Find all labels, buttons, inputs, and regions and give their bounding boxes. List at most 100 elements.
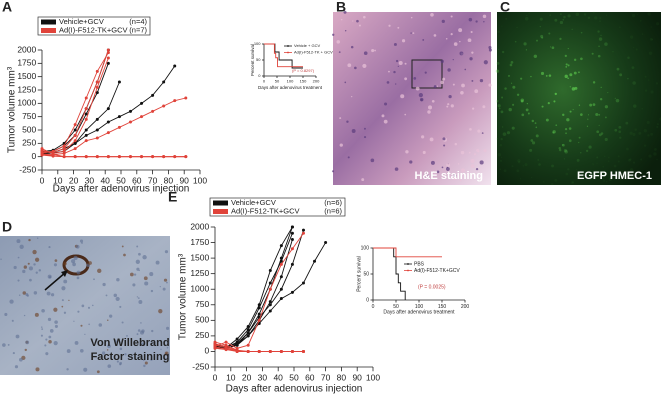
texture [400, 94, 405, 99]
y-axis-label: Percent survival [356, 256, 362, 292]
texture [68, 299, 70, 301]
point-marker [173, 99, 177, 103]
texture [97, 268, 102, 274]
legend-n: (n=4) [129, 17, 147, 26]
x-tick-label: 0 [263, 78, 266, 83]
point-marker [117, 125, 121, 129]
y-tick-label: 2000 [17, 44, 36, 54]
point-marker [290, 237, 294, 241]
texture [96, 370, 100, 374]
point-marker [95, 69, 99, 73]
point-marker [279, 259, 283, 263]
texture [593, 164, 595, 166]
texture [583, 13, 587, 16]
texture [340, 18, 343, 21]
texture [559, 20, 564, 25]
texture [9, 299, 14, 304]
texture [447, 103, 450, 106]
y-tick-label: -250 [192, 361, 209, 371]
texture [448, 95, 452, 99]
texture [19, 357, 23, 362]
legend-label: Vehicle+GCV [231, 198, 276, 207]
texture [650, 26, 652, 28]
texture [92, 304, 94, 307]
texture [533, 54, 538, 59]
x-axis-label: Days after adenovirus injection [226, 384, 363, 395]
texture [580, 57, 583, 61]
texture [541, 36, 544, 39]
texture [428, 105, 433, 110]
texture [596, 130, 600, 134]
texture [384, 102, 388, 106]
texture [412, 32, 415, 35]
texture [619, 73, 623, 77]
texture [483, 148, 487, 153]
texture [136, 267, 140, 271]
legend-label: Ad(I)-F512-TK+GCV [59, 25, 128, 34]
texture [34, 312, 39, 317]
texture [626, 147, 629, 151]
texture [598, 37, 603, 41]
texture [607, 160, 610, 162]
point-marker [73, 147, 77, 151]
point-marker [62, 149, 66, 153]
texture [495, 69, 499, 73]
texture [534, 122, 537, 125]
x-tick-label: 200 [461, 304, 470, 310]
point-marker [73, 141, 77, 145]
point-marker [246, 325, 250, 329]
point-marker [301, 231, 305, 235]
texture [598, 124, 600, 126]
texture [561, 143, 564, 146]
texture [634, 128, 637, 131]
texture [498, 107, 501, 110]
legend-box [37, 16, 151, 36]
texture [450, 15, 453, 18]
texture [500, 156, 503, 159]
x-tick-label: 50 [116, 175, 126, 185]
point-marker [279, 275, 283, 279]
texture [41, 326, 43, 328]
texture [166, 326, 170, 330]
x-axis-label: Days after adenovirus treatment [383, 309, 455, 315]
texture [429, 137, 434, 142]
texture [591, 175, 594, 178]
point-marker [106, 155, 110, 159]
texture [497, 153, 502, 157]
texture [149, 272, 154, 277]
texture [573, 58, 577, 62]
y-tick-label: 750 [195, 299, 209, 309]
texture [555, 124, 558, 127]
texture [28, 238, 31, 242]
point-marker [106, 120, 110, 124]
texture [578, 136, 581, 139]
texture [520, 98, 525, 103]
texture [144, 281, 149, 286]
texture [643, 129, 648, 133]
texture [567, 47, 569, 50]
texture [394, 167, 399, 171]
point-marker [84, 96, 88, 100]
texture [73, 255, 78, 260]
texture [531, 119, 535, 123]
texture [629, 158, 632, 161]
texture [488, 48, 492, 52]
point-marker [257, 312, 261, 316]
texture [167, 353, 169, 355]
texture [614, 97, 616, 99]
texture [512, 103, 515, 106]
texture [599, 20, 601, 22]
texture [162, 287, 166, 291]
texture [134, 342, 137, 344]
point-marker [268, 269, 272, 273]
texture [641, 108, 643, 110]
point-marker [73, 139, 77, 143]
texture [529, 148, 533, 152]
texture [393, 70, 396, 74]
texture [521, 113, 525, 117]
point-marker [151, 109, 155, 113]
texture [363, 15, 366, 19]
texture [598, 133, 602, 137]
texture [604, 42, 608, 46]
texture [71, 259, 76, 264]
